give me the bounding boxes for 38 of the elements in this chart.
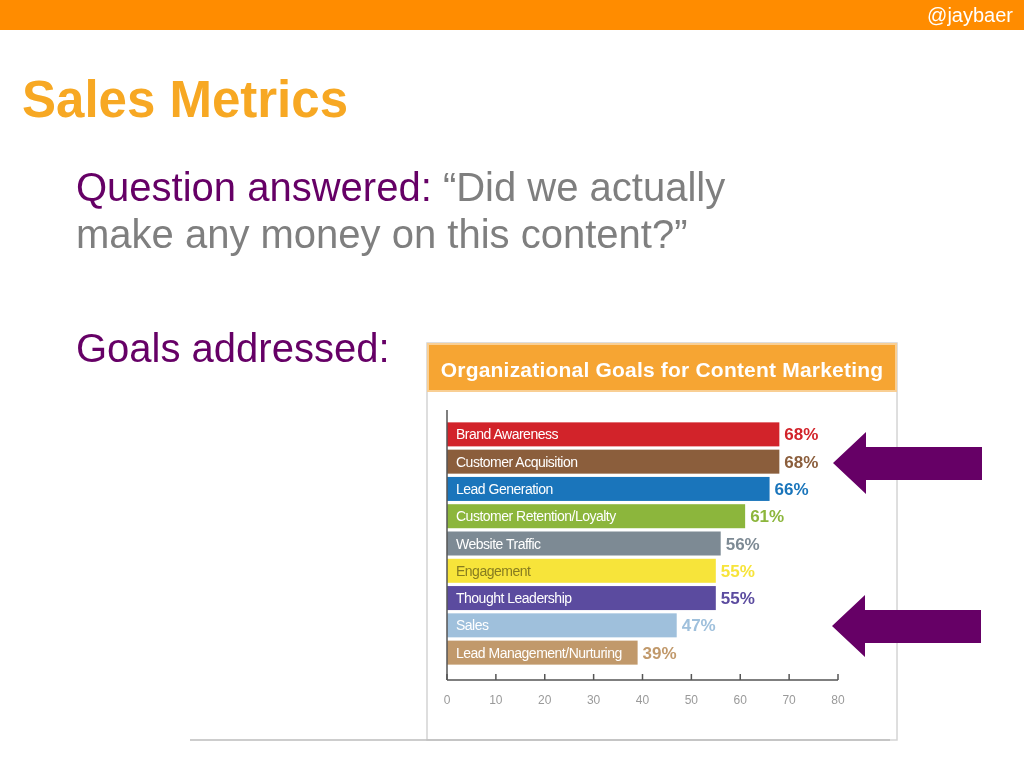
data-label: 66%	[774, 479, 809, 499]
bar	[447, 558, 716, 583]
x-tick-label: 50	[684, 693, 699, 707]
data-label: 47%	[681, 616, 716, 636]
y-tick-label: Customer Retention/Loyalty	[456, 508, 617, 525]
chart-subtitle: Organizational Goals for Content Marketing	[440, 358, 884, 381]
y-tick-label: Website Traffic	[456, 535, 542, 552]
x-tick-label: 80	[831, 693, 845, 707]
x-tick-label: 30	[586, 693, 601, 707]
x-tick-label: 70	[782, 693, 797, 707]
y-tick-label: Customer Acquisition	[456, 453, 578, 470]
x-tick-label: 0	[443, 693, 451, 707]
y-tick-label: Brand Awareness	[456, 426, 559, 443]
data-label: 68%	[784, 452, 819, 472]
bar	[447, 531, 721, 556]
bar	[447, 449, 780, 474]
y-tick-label: Lead Management/Nurturing	[456, 644, 622, 661]
data-label: 61%	[750, 507, 785, 527]
data-label: 68%	[784, 425, 819, 445]
data-label: 55%	[720, 561, 755, 581]
y-tick-label: Lead Generation	[456, 480, 553, 497]
x-tick-label: 60	[733, 693, 748, 707]
y-tick-label: Engagement	[456, 562, 531, 579]
text: Goals addressed:	[76, 326, 390, 370]
x-tick-label: 40	[635, 693, 650, 707]
x-tick-label: 10	[489, 693, 503, 707]
y-tick-label: Sales	[456, 617, 490, 634]
bar	[447, 613, 677, 638]
text: Question answered: “Did we actually make any money on this content?”	[76, 165, 726, 256]
text: @jaybaer	[927, 4, 1014, 26]
data-label: 39%	[642, 643, 677, 663]
chart-title: Sales Metrics	[22, 71, 349, 128]
data-label: 56%	[725, 534, 760, 554]
data-label: 55%	[720, 589, 755, 609]
y-tick-label: Thought Leadership	[456, 590, 573, 607]
bar	[447, 476, 770, 501]
bar	[447, 422, 780, 447]
x-tick-label: 20	[538, 693, 552, 707]
